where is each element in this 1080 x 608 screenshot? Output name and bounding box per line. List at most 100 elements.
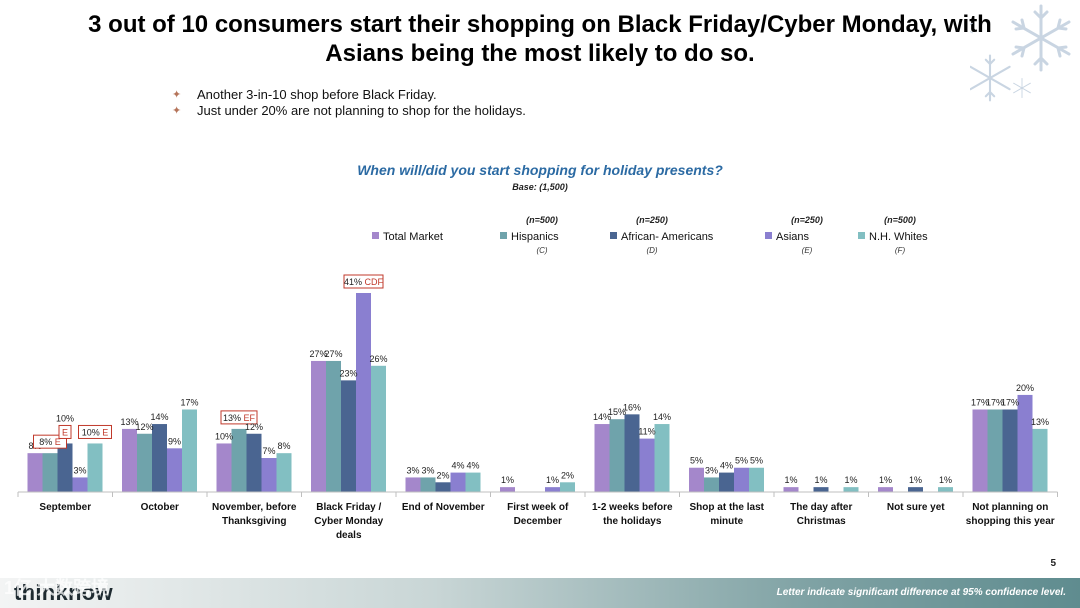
legend-swatch bbox=[765, 232, 772, 239]
data-label: 8% bbox=[277, 441, 290, 451]
star-bullet-icon: ✦ bbox=[172, 88, 182, 101]
data-label: 1% bbox=[814, 475, 827, 485]
significance-label: 8% E bbox=[39, 437, 61, 447]
category-label: First week of December bbox=[507, 502, 569, 527]
data-label: 10% bbox=[215, 431, 233, 441]
footer-band: thinknow Letter indicate significant dif… bbox=[0, 578, 1080, 608]
data-label: 27% bbox=[324, 349, 342, 359]
data-label: 20% bbox=[1016, 383, 1034, 393]
snowflake-icon bbox=[970, 22, 973, 34]
bar bbox=[813, 487, 829, 492]
category-label: September bbox=[39, 502, 91, 513]
significance-label: 10% E bbox=[82, 427, 109, 437]
significance-label: 41% CDF bbox=[344, 277, 384, 287]
bar bbox=[972, 409, 988, 492]
bar bbox=[420, 477, 436, 492]
legend-label: Asians bbox=[776, 231, 810, 243]
data-label: 10% bbox=[56, 413, 74, 423]
brand-logo: thinknow bbox=[14, 580, 113, 605]
data-label: 14% bbox=[653, 412, 671, 422]
category-label: Not sure yet bbox=[887, 502, 945, 513]
bar bbox=[545, 487, 560, 492]
data-label: 11% bbox=[638, 427, 655, 437]
data-label: 1% bbox=[909, 475, 922, 485]
bar bbox=[231, 428, 247, 492]
data-label: 14% bbox=[150, 412, 168, 422]
snowflake-decoration bbox=[970, 4, 1071, 102]
data-label: 1% bbox=[501, 475, 514, 485]
category-label: The day after Christmas bbox=[790, 502, 852, 527]
bar bbox=[42, 453, 58, 492]
key-point-text: Another 3-in-10 shop before Black Friday… bbox=[197, 86, 437, 102]
data-label: 13% bbox=[1031, 417, 1049, 427]
bar bbox=[639, 438, 655, 492]
key-point-text: Just under 20% are not planning to shop … bbox=[197, 102, 526, 118]
bar-chart: When will/did you start shopping for hol… bbox=[17, 162, 1058, 541]
bar bbox=[261, 458, 277, 492]
significance-box bbox=[33, 434, 67, 449]
watermark: 1亿 大数跨境 bbox=[4, 578, 110, 598]
legend-label: African- Americans bbox=[621, 231, 714, 243]
legend-letter: (C) bbox=[536, 246, 547, 255]
bar bbox=[182, 409, 197, 492]
bar bbox=[87, 443, 103, 492]
bar bbox=[843, 487, 859, 492]
legend-swatch bbox=[858, 232, 865, 239]
star-bullet-icon: ✦ bbox=[172, 104, 182, 117]
bar bbox=[749, 467, 764, 492]
significance-label: E bbox=[62, 427, 68, 437]
bar bbox=[594, 424, 610, 492]
data-label: 2% bbox=[436, 470, 449, 480]
bar bbox=[1017, 394, 1033, 492]
category-label: End of November bbox=[402, 502, 485, 513]
data-label: 4% bbox=[720, 461, 733, 471]
data-label: 7% bbox=[262, 446, 275, 456]
significance-box bbox=[58, 424, 72, 439]
bar bbox=[560, 482, 575, 492]
data-label: 17% bbox=[986, 397, 1004, 407]
chart-title: When will/did you start shopping for hol… bbox=[357, 162, 723, 178]
category-label: October bbox=[141, 502, 179, 513]
data-label: 17% bbox=[1001, 397, 1019, 407]
legend-sample-size: (n=500) bbox=[884, 215, 916, 225]
data-label: 12% bbox=[245, 422, 263, 432]
data-label: 23% bbox=[339, 368, 357, 378]
bar bbox=[734, 467, 749, 492]
data-label: 1% bbox=[844, 475, 857, 485]
data-label: 5% bbox=[735, 456, 748, 466]
data-label: 5% bbox=[750, 456, 763, 466]
key-point: ✦ Another 3-in-10 shop before Black Frid… bbox=[172, 86, 526, 102]
data-label: 9% bbox=[168, 436, 181, 446]
legend-sample-size: (n=250) bbox=[636, 215, 668, 225]
bar bbox=[465, 472, 481, 492]
bar bbox=[122, 428, 137, 492]
bar bbox=[246, 433, 262, 492]
bar bbox=[689, 467, 704, 492]
legend-swatch bbox=[500, 232, 507, 239]
legend-sample-size: (n=250) bbox=[791, 215, 823, 225]
data-label: 4% bbox=[451, 461, 464, 471]
snowflake-icon bbox=[970, 54, 1011, 102]
data-label: 5% bbox=[690, 456, 703, 466]
bar bbox=[450, 472, 466, 492]
data-label: 1% bbox=[546, 475, 559, 485]
data-label: 16% bbox=[623, 402, 641, 412]
bar bbox=[311, 360, 326, 492]
footnote: Letter indicate significant difference a… bbox=[776, 587, 1066, 598]
data-label: 15% bbox=[608, 407, 626, 417]
data-label: 1% bbox=[939, 475, 952, 485]
legend-swatch bbox=[610, 232, 617, 239]
bar bbox=[1002, 409, 1018, 492]
data-label: 3% bbox=[421, 465, 434, 475]
data-label: 17% bbox=[971, 397, 989, 407]
data-label: 3% bbox=[73, 465, 86, 475]
data-label: 1% bbox=[879, 475, 892, 485]
data-label: 3% bbox=[406, 465, 419, 475]
legend-label: Total Market bbox=[383, 231, 443, 243]
legend-letter: (F) bbox=[895, 246, 906, 255]
data-label: 13% bbox=[120, 417, 138, 427]
bar bbox=[624, 414, 640, 492]
bar bbox=[167, 448, 182, 492]
category-label: Not planning on shopping this year bbox=[966, 502, 1055, 527]
bar bbox=[57, 443, 73, 492]
